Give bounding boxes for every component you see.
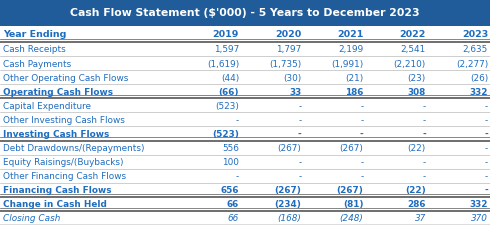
Text: (21): (21) (345, 73, 364, 82)
Text: -: - (485, 171, 488, 180)
Text: 2,199: 2,199 (338, 45, 364, 54)
Text: 556: 556 (222, 143, 239, 152)
Text: Other Investing Cash Flows: Other Investing Cash Flows (3, 115, 125, 124)
Text: 66: 66 (227, 200, 239, 208)
Text: -: - (485, 143, 488, 152)
Text: (44): (44) (221, 73, 239, 82)
Text: Year Ending: Year Ending (3, 30, 66, 39)
Text: (23): (23) (408, 73, 426, 82)
Text: -: - (485, 101, 488, 110)
Bar (0, 0, 490, 27)
Text: 1,597: 1,597 (214, 45, 239, 54)
Text: -: - (298, 101, 301, 110)
Text: 33: 33 (289, 87, 301, 96)
Text: 66: 66 (228, 214, 239, 223)
Text: (168): (168) (277, 214, 301, 223)
Text: (267): (267) (277, 143, 301, 152)
Text: -: - (422, 158, 426, 166)
Text: (2,277): (2,277) (456, 59, 488, 68)
Text: -: - (422, 129, 426, 138)
Text: 370: 370 (471, 214, 488, 223)
Text: 332: 332 (469, 87, 488, 96)
Text: -: - (360, 101, 364, 110)
Text: 308: 308 (408, 87, 426, 96)
Text: 37: 37 (415, 214, 426, 223)
Text: -: - (422, 101, 426, 110)
Text: Capital Expenditure: Capital Expenditure (3, 101, 91, 110)
Text: Change in Cash Held: Change in Cash Held (3, 200, 107, 208)
Text: Cash Flow Statement ($'000) - 5 Years to December 2023: Cash Flow Statement ($'000) - 5 Years to… (70, 8, 420, 18)
Text: (1,735): (1,735) (269, 59, 301, 68)
Text: Cash Receipts: Cash Receipts (3, 45, 66, 54)
Text: (22): (22) (405, 185, 426, 194)
Text: Financing Cash Flows: Financing Cash Flows (3, 185, 111, 194)
Text: -: - (298, 158, 301, 166)
Text: -: - (298, 171, 301, 180)
Text: 656: 656 (220, 185, 239, 194)
Text: 332: 332 (469, 200, 488, 208)
Text: (26): (26) (470, 73, 488, 82)
Text: -: - (360, 115, 364, 124)
Text: -: - (484, 129, 488, 138)
Text: 2021: 2021 (337, 30, 364, 39)
Text: -: - (485, 158, 488, 166)
Text: -: - (422, 115, 426, 124)
Text: 1,797: 1,797 (276, 45, 301, 54)
Text: Equity Raisings/(Buybacks): Equity Raisings/(Buybacks) (3, 158, 123, 166)
Text: 2,635: 2,635 (463, 45, 488, 54)
Text: Closing Cash: Closing Cash (3, 214, 60, 223)
Text: (1,619): (1,619) (207, 59, 239, 68)
Text: 2022: 2022 (399, 30, 426, 39)
Text: -: - (360, 129, 364, 138)
Text: (66): (66) (219, 87, 239, 96)
Text: -: - (360, 171, 364, 180)
Text: 100: 100 (222, 158, 239, 166)
Text: -: - (485, 115, 488, 124)
Text: (234): (234) (274, 200, 301, 208)
Text: Debt Drawdowns/(Repayments): Debt Drawdowns/(Repayments) (3, 143, 145, 152)
Text: (1,991): (1,991) (331, 59, 364, 68)
Text: (267): (267) (337, 185, 364, 194)
Text: -: - (236, 115, 239, 124)
Text: 2,541: 2,541 (400, 45, 426, 54)
Text: Other Financing Cash Flows: Other Financing Cash Flows (3, 171, 126, 180)
Text: (248): (248) (340, 214, 364, 223)
Text: (22): (22) (408, 143, 426, 152)
Text: Cash Payments: Cash Payments (3, 59, 71, 68)
Text: (81): (81) (343, 200, 364, 208)
Text: 286: 286 (407, 200, 426, 208)
Text: (30): (30) (283, 73, 301, 82)
Text: (523): (523) (215, 101, 239, 110)
Text: 2023: 2023 (462, 30, 488, 39)
Text: (523): (523) (212, 129, 239, 138)
Text: 2020: 2020 (275, 30, 301, 39)
Text: -: - (422, 171, 426, 180)
Text: Investing Cash Flows: Investing Cash Flows (3, 129, 109, 138)
Text: Operating Cash Flows: Operating Cash Flows (3, 87, 113, 96)
Text: Other Operating Cash Flows: Other Operating Cash Flows (3, 73, 128, 82)
Text: 2019: 2019 (213, 30, 239, 39)
Text: -: - (484, 185, 488, 194)
Text: (2,210): (2,210) (393, 59, 426, 68)
Text: -: - (236, 171, 239, 180)
Text: -: - (297, 129, 301, 138)
Text: -: - (360, 158, 364, 166)
Text: (267): (267) (340, 143, 364, 152)
Text: -: - (298, 115, 301, 124)
Text: 186: 186 (345, 87, 364, 96)
Text: (267): (267) (274, 185, 301, 194)
